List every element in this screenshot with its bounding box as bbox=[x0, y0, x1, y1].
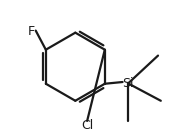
Text: Cl: Cl bbox=[82, 119, 94, 132]
Text: Si: Si bbox=[122, 77, 134, 90]
Text: F: F bbox=[28, 25, 35, 39]
